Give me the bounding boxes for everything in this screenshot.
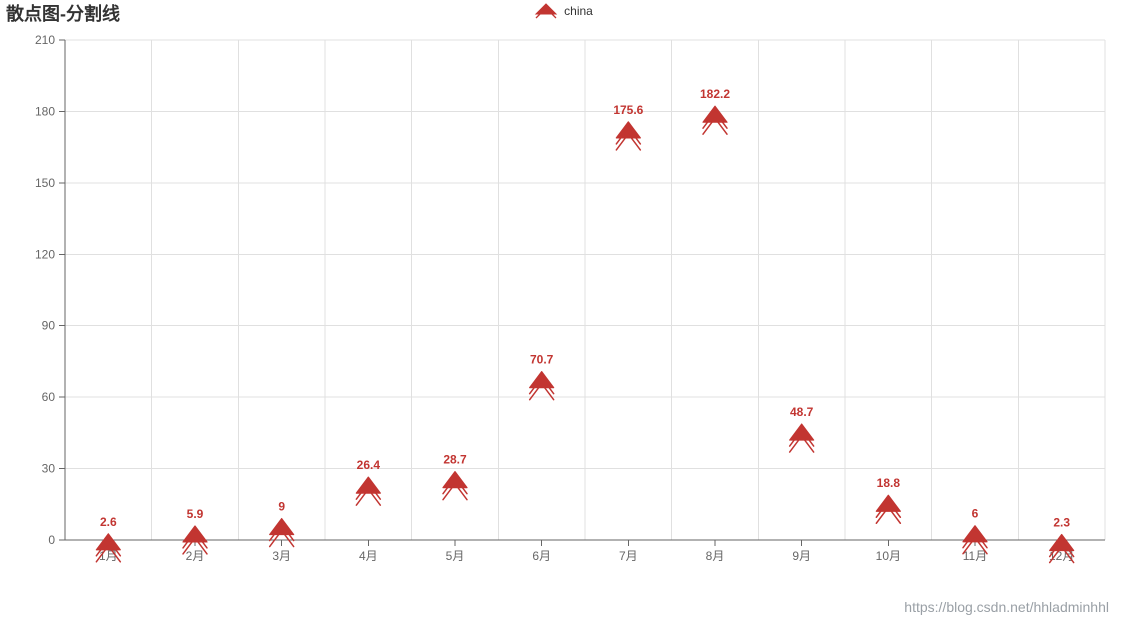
point-label: 2.3 [1053, 516, 1070, 530]
y-tick-label: 180 [35, 104, 55, 118]
y-tick-label: 90 [42, 319, 56, 333]
point-label: 26.4 [357, 458, 381, 472]
x-tick-label: 4月 [359, 549, 378, 563]
watermark-url: https://blog.csdn.net/hhladminhhl [904, 599, 1109, 615]
triangle-marker-icon [616, 122, 640, 150]
scatter-chart: 0 30 60 90 120 150 180 210 1月 2月 3月 4月 5月 6月 7月 8月 9月 10月… [0, 0, 1125, 600]
y-tick-label: 120 [35, 247, 55, 261]
point-label: 18.8 [877, 476, 901, 490]
point-label: 70.7 [530, 353, 554, 367]
triangle-marker-icon [356, 477, 380, 505]
y-tick-label: 30 [42, 462, 56, 476]
y-tick-label: 210 [35, 33, 55, 47]
point-label: 2.6 [100, 515, 117, 529]
y-tick-label: 150 [35, 176, 55, 190]
x-tick-label: 11月 [963, 549, 987, 563]
point-label: 182.2 [700, 87, 730, 101]
triangle-marker-icon [443, 472, 467, 500]
point-label: 6 [972, 507, 979, 521]
x-tick-label: 1月 [99, 549, 118, 563]
triangle-marker-icon [876, 495, 900, 523]
y-tick-label: 0 [48, 533, 55, 547]
point-label: 9 [278, 500, 285, 514]
point-label: 175.6 [613, 103, 643, 117]
triangle-marker-icon [790, 424, 814, 452]
x-tick-label: 6月 [532, 549, 551, 563]
point-label: 48.7 [790, 405, 814, 419]
point-label: 5.9 [187, 507, 204, 521]
y-tick-label: 60 [42, 390, 56, 404]
x-tick-label: 7月 [619, 549, 638, 563]
x-tick-label: 10月 [876, 549, 901, 563]
triangle-marker-icon [530, 372, 554, 400]
x-tick-label: 2月 [186, 549, 205, 563]
triangle-marker-icon [703, 106, 727, 134]
x-tick-label: 8月 [706, 549, 725, 563]
point-label: 28.7 [443, 453, 467, 467]
x-tick-label: 5月 [446, 549, 465, 563]
x-tick-label: 3月 [272, 549, 291, 563]
x-tick-label: 9月 [792, 549, 811, 563]
